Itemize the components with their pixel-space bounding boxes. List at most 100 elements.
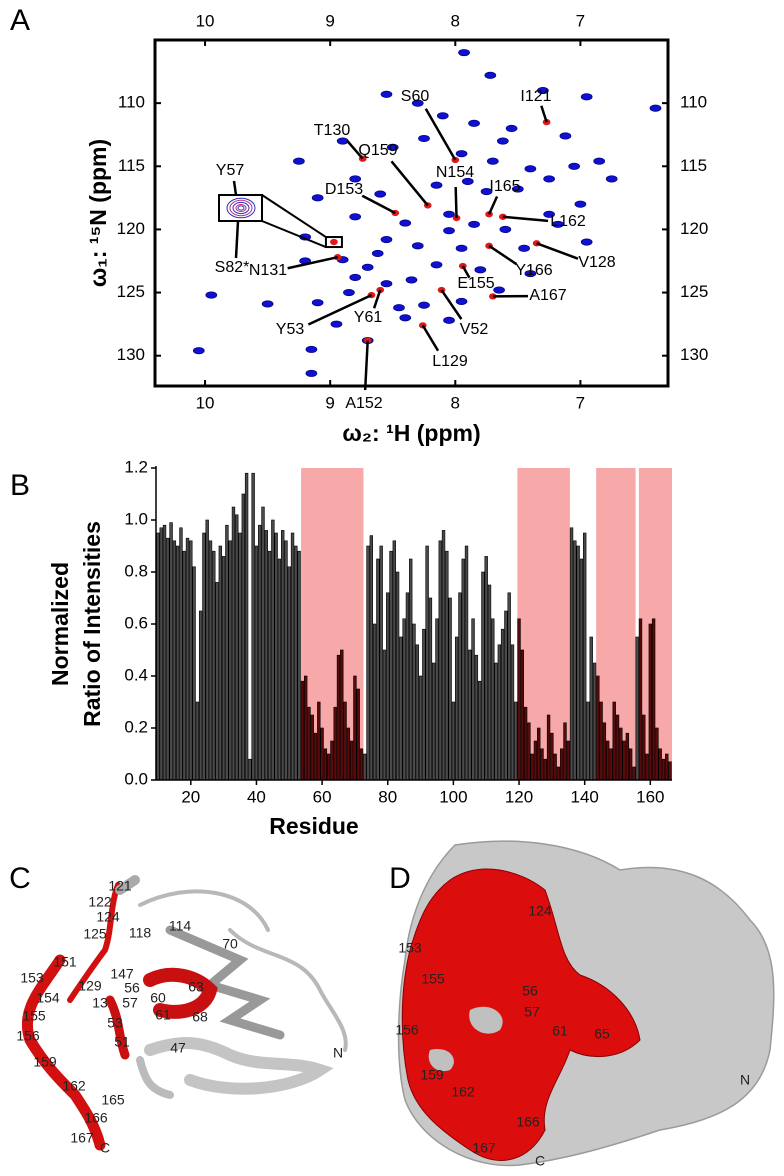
bar	[386, 592, 390, 781]
bar	[454, 636, 459, 781]
residue-label: 60	[150, 990, 166, 1006]
bar	[284, 540, 288, 781]
y-tick-label-right: 120	[680, 219, 708, 238]
bar	[576, 545, 580, 781]
bar	[310, 714, 314, 781]
y-tick-label: 0.0	[124, 769, 148, 788]
bar	[372, 623, 377, 781]
bar	[471, 618, 475, 781]
bar	[267, 550, 272, 781]
bar	[579, 558, 584, 781]
bar	[432, 662, 436, 781]
residue-label: C	[100, 1140, 110, 1156]
peak	[411, 99, 424, 107]
peak	[293, 157, 305, 165]
peak	[524, 270, 537, 278]
bar	[422, 628, 426, 781]
y-tick-label: 1.0	[124, 509, 148, 528]
bar	[205, 519, 209, 781]
bar	[218, 545, 223, 781]
bar	[409, 558, 413, 781]
annotation: N131	[249, 262, 287, 279]
annotation-leader	[536, 242, 579, 260]
bar	[254, 545, 259, 781]
bar	[573, 540, 577, 781]
bar	[189, 540, 193, 781]
peak	[559, 132, 572, 140]
y-tick-label: 110	[118, 93, 145, 112]
annotation-leader	[307, 293, 372, 326]
peak	[380, 280, 393, 288]
x-axis-label: Residue	[269, 813, 358, 839]
bar	[376, 558, 380, 781]
bar	[304, 675, 308, 781]
y-tick-label-right: 130	[680, 345, 708, 364]
peak	[349, 175, 362, 183]
y-tick-label: 120	[117, 219, 145, 238]
bar	[507, 592, 511, 781]
x-tick-label: 140	[570, 787, 598, 806]
bar	[445, 550, 449, 781]
bar	[619, 727, 623, 781]
peak	[568, 162, 581, 170]
bar	[504, 610, 508, 781]
residue-label: 56	[124, 980, 140, 996]
residue-label: 47	[170, 1040, 186, 1056]
peak	[543, 210, 555, 218]
peak	[474, 266, 487, 274]
annotation: A152	[345, 395, 382, 412]
bar	[317, 701, 321, 781]
bar	[468, 649, 472, 781]
peak	[543, 175, 555, 183]
bar	[658, 748, 662, 781]
annotation: I121	[520, 88, 551, 105]
bar	[566, 740, 570, 781]
peak	[524, 165, 537, 173]
bar	[415, 644, 419, 781]
residue-label: 125	[83, 926, 107, 942]
residue-label: 61	[155, 1007, 171, 1023]
annotation-leader	[540, 105, 548, 123]
residue-label: 165	[101, 1092, 125, 1108]
bar	[274, 532, 278, 781]
annotation: L129	[432, 353, 468, 370]
annotation: Y57	[216, 162, 245, 179]
bar	[343, 701, 347, 781]
bar	[596, 675, 600, 781]
zoom-box	[324, 236, 343, 249]
residue-label: 51	[114, 1034, 130, 1050]
bar	[392, 540, 396, 781]
peak	[443, 316, 455, 324]
bar	[438, 540, 442, 781]
bar	[648, 623, 653, 781]
residue-label: 147	[110, 966, 134, 982]
bar	[520, 649, 524, 781]
bar	[448, 597, 452, 781]
peak	[461, 177, 474, 185]
peak	[349, 273, 362, 281]
bar	[235, 514, 239, 781]
inset-contour	[229, 199, 253, 217]
residue-label: 159	[33, 1054, 57, 1070]
x-tick-label: 40	[247, 787, 266, 806]
residue-label: 68	[192, 1009, 208, 1025]
bar	[612, 701, 616, 781]
bar	[313, 732, 318, 781]
bar	[550, 732, 554, 781]
y-tick-label: 0.8	[124, 561, 148, 580]
bar	[651, 618, 656, 781]
bar	[494, 662, 498, 781]
bar	[382, 649, 387, 781]
bar	[418, 675, 423, 781]
peak	[443, 227, 455, 235]
bar	[395, 571, 400, 781]
bar	[379, 545, 383, 781]
annotation: S82*	[215, 259, 250, 276]
bar	[635, 636, 639, 781]
annotation: D153	[325, 181, 363, 198]
bar	[166, 537, 170, 781]
y-tick-label-right: 115	[680, 156, 707, 175]
bar	[586, 701, 590, 781]
annotation: I165	[489, 178, 520, 195]
bar	[320, 727, 324, 781]
